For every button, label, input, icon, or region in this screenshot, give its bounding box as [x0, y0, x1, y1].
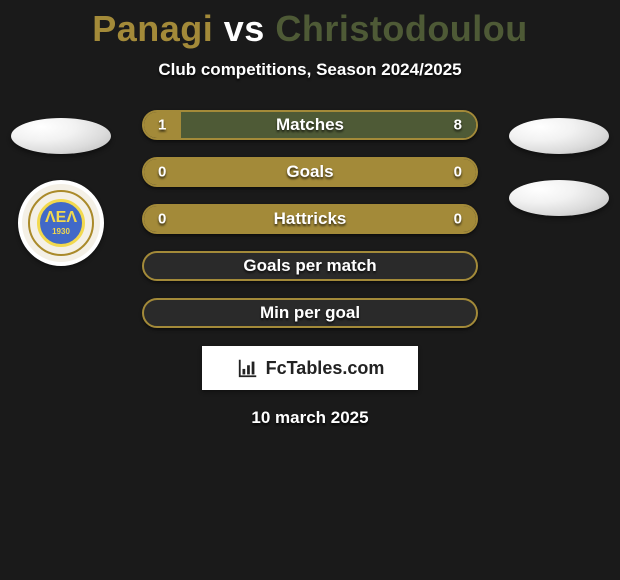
club-badge-inner: ΛΕΛ 1930 [37, 199, 85, 247]
title-right: Christodoulou [275, 8, 527, 49]
bar-value-right: 8 [454, 117, 462, 134]
bar-label: Goals [286, 162, 333, 182]
bar-value-left: 0 [158, 164, 166, 181]
title-left: Panagi [92, 8, 213, 49]
bar-label: Hattricks [274, 209, 347, 229]
club-badge-placeholder [509, 180, 609, 216]
club-badge-year: 1930 [52, 228, 70, 236]
bar-value-right: 0 [454, 164, 462, 181]
stat-bar: Goals per match [142, 251, 478, 281]
branding-badge: FcTables.com [202, 346, 418, 390]
bar-value-right: 0 [454, 211, 462, 228]
chart-icon [236, 357, 260, 379]
stat-bar: 1 8 Matches [142, 110, 478, 140]
bar-value-left: 0 [158, 211, 166, 228]
bar-label: Matches [276, 115, 344, 135]
right-player-column [504, 118, 614, 216]
player-avatar-placeholder [11, 118, 111, 154]
stat-bar: 0 0 Hattricks [142, 204, 478, 234]
club-badge: ΛΕΛ 1930 [18, 180, 104, 266]
stat-bar: Min per goal [142, 298, 478, 328]
stat-bar: 0 0 Goals [142, 157, 478, 187]
subtitle: Club competitions, Season 2024/2025 [0, 60, 620, 80]
club-badge-abbr: ΛΕΛ [45, 210, 77, 226]
left-player-column: ΛΕΛ 1930 [6, 118, 116, 266]
bar-label: Min per goal [260, 303, 360, 323]
bar-label: Goals per match [243, 256, 376, 276]
stat-bars: 1 8 Matches 0 0 Goals 0 0 Hattricks Goals per mat… [142, 110, 478, 328]
date-line: 10 march 2025 [0, 408, 620, 428]
title-vs: vs [224, 8, 265, 49]
bar-value-left: 1 [158, 117, 166, 134]
page-title: Panagi vs Christodoulou [0, 0, 620, 50]
branding-text: FcTables.com [266, 358, 385, 379]
player-avatar-placeholder [509, 118, 609, 154]
